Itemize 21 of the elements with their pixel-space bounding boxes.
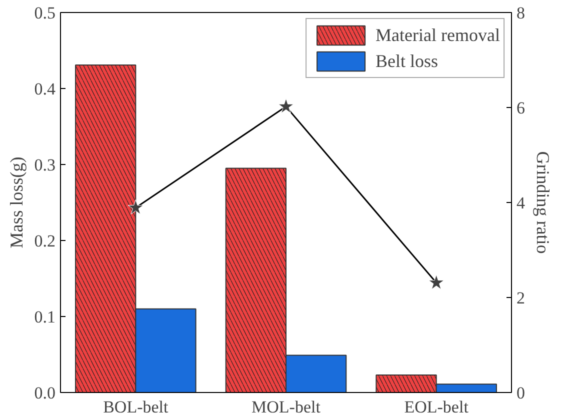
y2-tick-label: 6 [516,98,525,118]
y2-tick-label: 0 [516,384,525,402]
point [278,98,294,114]
y2-axis-title: Grinding ratio [533,151,553,254]
y2-tick-label: 4 [516,194,526,212]
legend-label: Material removal [376,24,500,46]
y-tick-label: 0.1 [34,308,56,326]
x-tick-label: BOL-belt [103,398,169,416]
point [428,274,444,290]
legend-label: Belt loss [376,50,438,72]
point [128,199,144,214]
y-tick-label: 0.4 [34,80,56,98]
y-axis-title: Mass loss(g) [6,156,26,248]
x-tick-label: MOL-belt [252,398,321,416]
y2-tick-label: 2 [516,288,525,308]
y2-tick-label: 8 [516,4,525,22]
y-tick-label: 0.0 [34,384,56,402]
y-tick-label: 0.3 [34,156,56,174]
x-tick-label: EOL-belt [404,398,469,416]
y-tick-label: 0.5 [34,4,56,22]
y-tick-label: 0.2 [34,232,56,250]
